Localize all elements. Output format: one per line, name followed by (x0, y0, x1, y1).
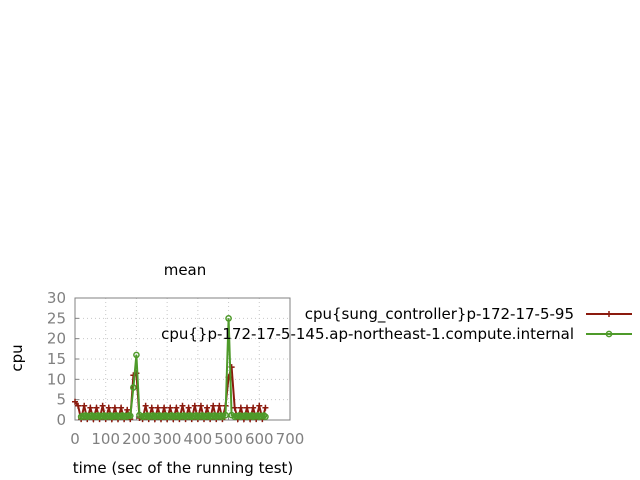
x-tick-label: 0 (70, 430, 80, 448)
data-point (197, 402, 204, 409)
data-point (99, 402, 106, 409)
legend-item-1: cpu{sung_controller}p-172-17-5-95 (305, 305, 632, 324)
series-layer (72, 314, 269, 424)
legend-marker (606, 311, 612, 317)
legend-label: cpu{}p-172-17-5-145.ap-northeast-1.compu… (161, 325, 574, 343)
data-point (133, 351, 140, 359)
data-point (237, 404, 244, 411)
x-tick-label: 400 (184, 430, 213, 448)
data-point (105, 404, 112, 411)
data-point (154, 404, 161, 411)
data-point (204, 404, 211, 411)
data-point (93, 404, 100, 411)
data-point (72, 398, 78, 405)
y-tick-label: 15 (47, 350, 66, 368)
data-point (167, 404, 174, 411)
y-tick-label: 5 (56, 391, 66, 409)
chart-title: mean (164, 261, 207, 279)
data-point (111, 404, 118, 411)
data-point (118, 404, 125, 411)
x-axis-label: time (sec of the running test) (73, 459, 294, 477)
data-point (161, 404, 168, 411)
data-point (191, 402, 198, 409)
data-point (216, 402, 223, 409)
x-tick-label: 100 (91, 430, 120, 448)
data-point (250, 404, 257, 411)
data-point (142, 402, 149, 409)
data-point (173, 404, 180, 411)
y-tick-label: 25 (47, 309, 66, 327)
series-1-line (74, 366, 267, 424)
data-point (75, 402, 82, 409)
grid (75, 298, 290, 420)
data-point (262, 404, 269, 411)
data-point (244, 404, 250, 411)
legend-item-2: cpu{}p-172-17-5-145.ap-northeast-1.compu… (161, 325, 632, 343)
legend-label: cpu{sung_controller}p-172-17-5-95 (305, 305, 574, 324)
data-point (81, 402, 88, 409)
y-tick-label: 30 (47, 289, 66, 307)
data-point (262, 413, 269, 421)
data-point (210, 402, 217, 409)
legend: cpu{sung_controller}p-172-17-5-95cpu{}p-… (161, 305, 632, 343)
x-tick-label: 300 (153, 430, 182, 448)
y-tick-label: 0 (56, 411, 66, 429)
x-tick-label: 200 (122, 430, 151, 448)
y-tick-label: 10 (47, 370, 66, 388)
x-tick-label: 500 (214, 430, 243, 448)
data-point (256, 402, 263, 409)
data-point (185, 404, 192, 411)
x-tick-label: 700 (276, 430, 305, 448)
legend-marker (605, 330, 613, 338)
data-point (225, 314, 232, 322)
axis-ticks: 0 100 200 300 400 500 600 700 0 5 10 15 20 25 30 (47, 289, 304, 448)
data-point (231, 404, 238, 411)
series-2 (77, 314, 269, 421)
data-point (222, 411, 229, 419)
data-point (130, 384, 137, 391)
x-tick-label: 600 (245, 430, 274, 448)
data-point (126, 412, 134, 420)
y-axis-label: cpu (8, 344, 26, 371)
y-tick-label: 20 (47, 330, 66, 348)
data-point (148, 404, 155, 411)
data-point (87, 404, 94, 411)
data-point (179, 402, 186, 409)
data-point (124, 406, 131, 413)
